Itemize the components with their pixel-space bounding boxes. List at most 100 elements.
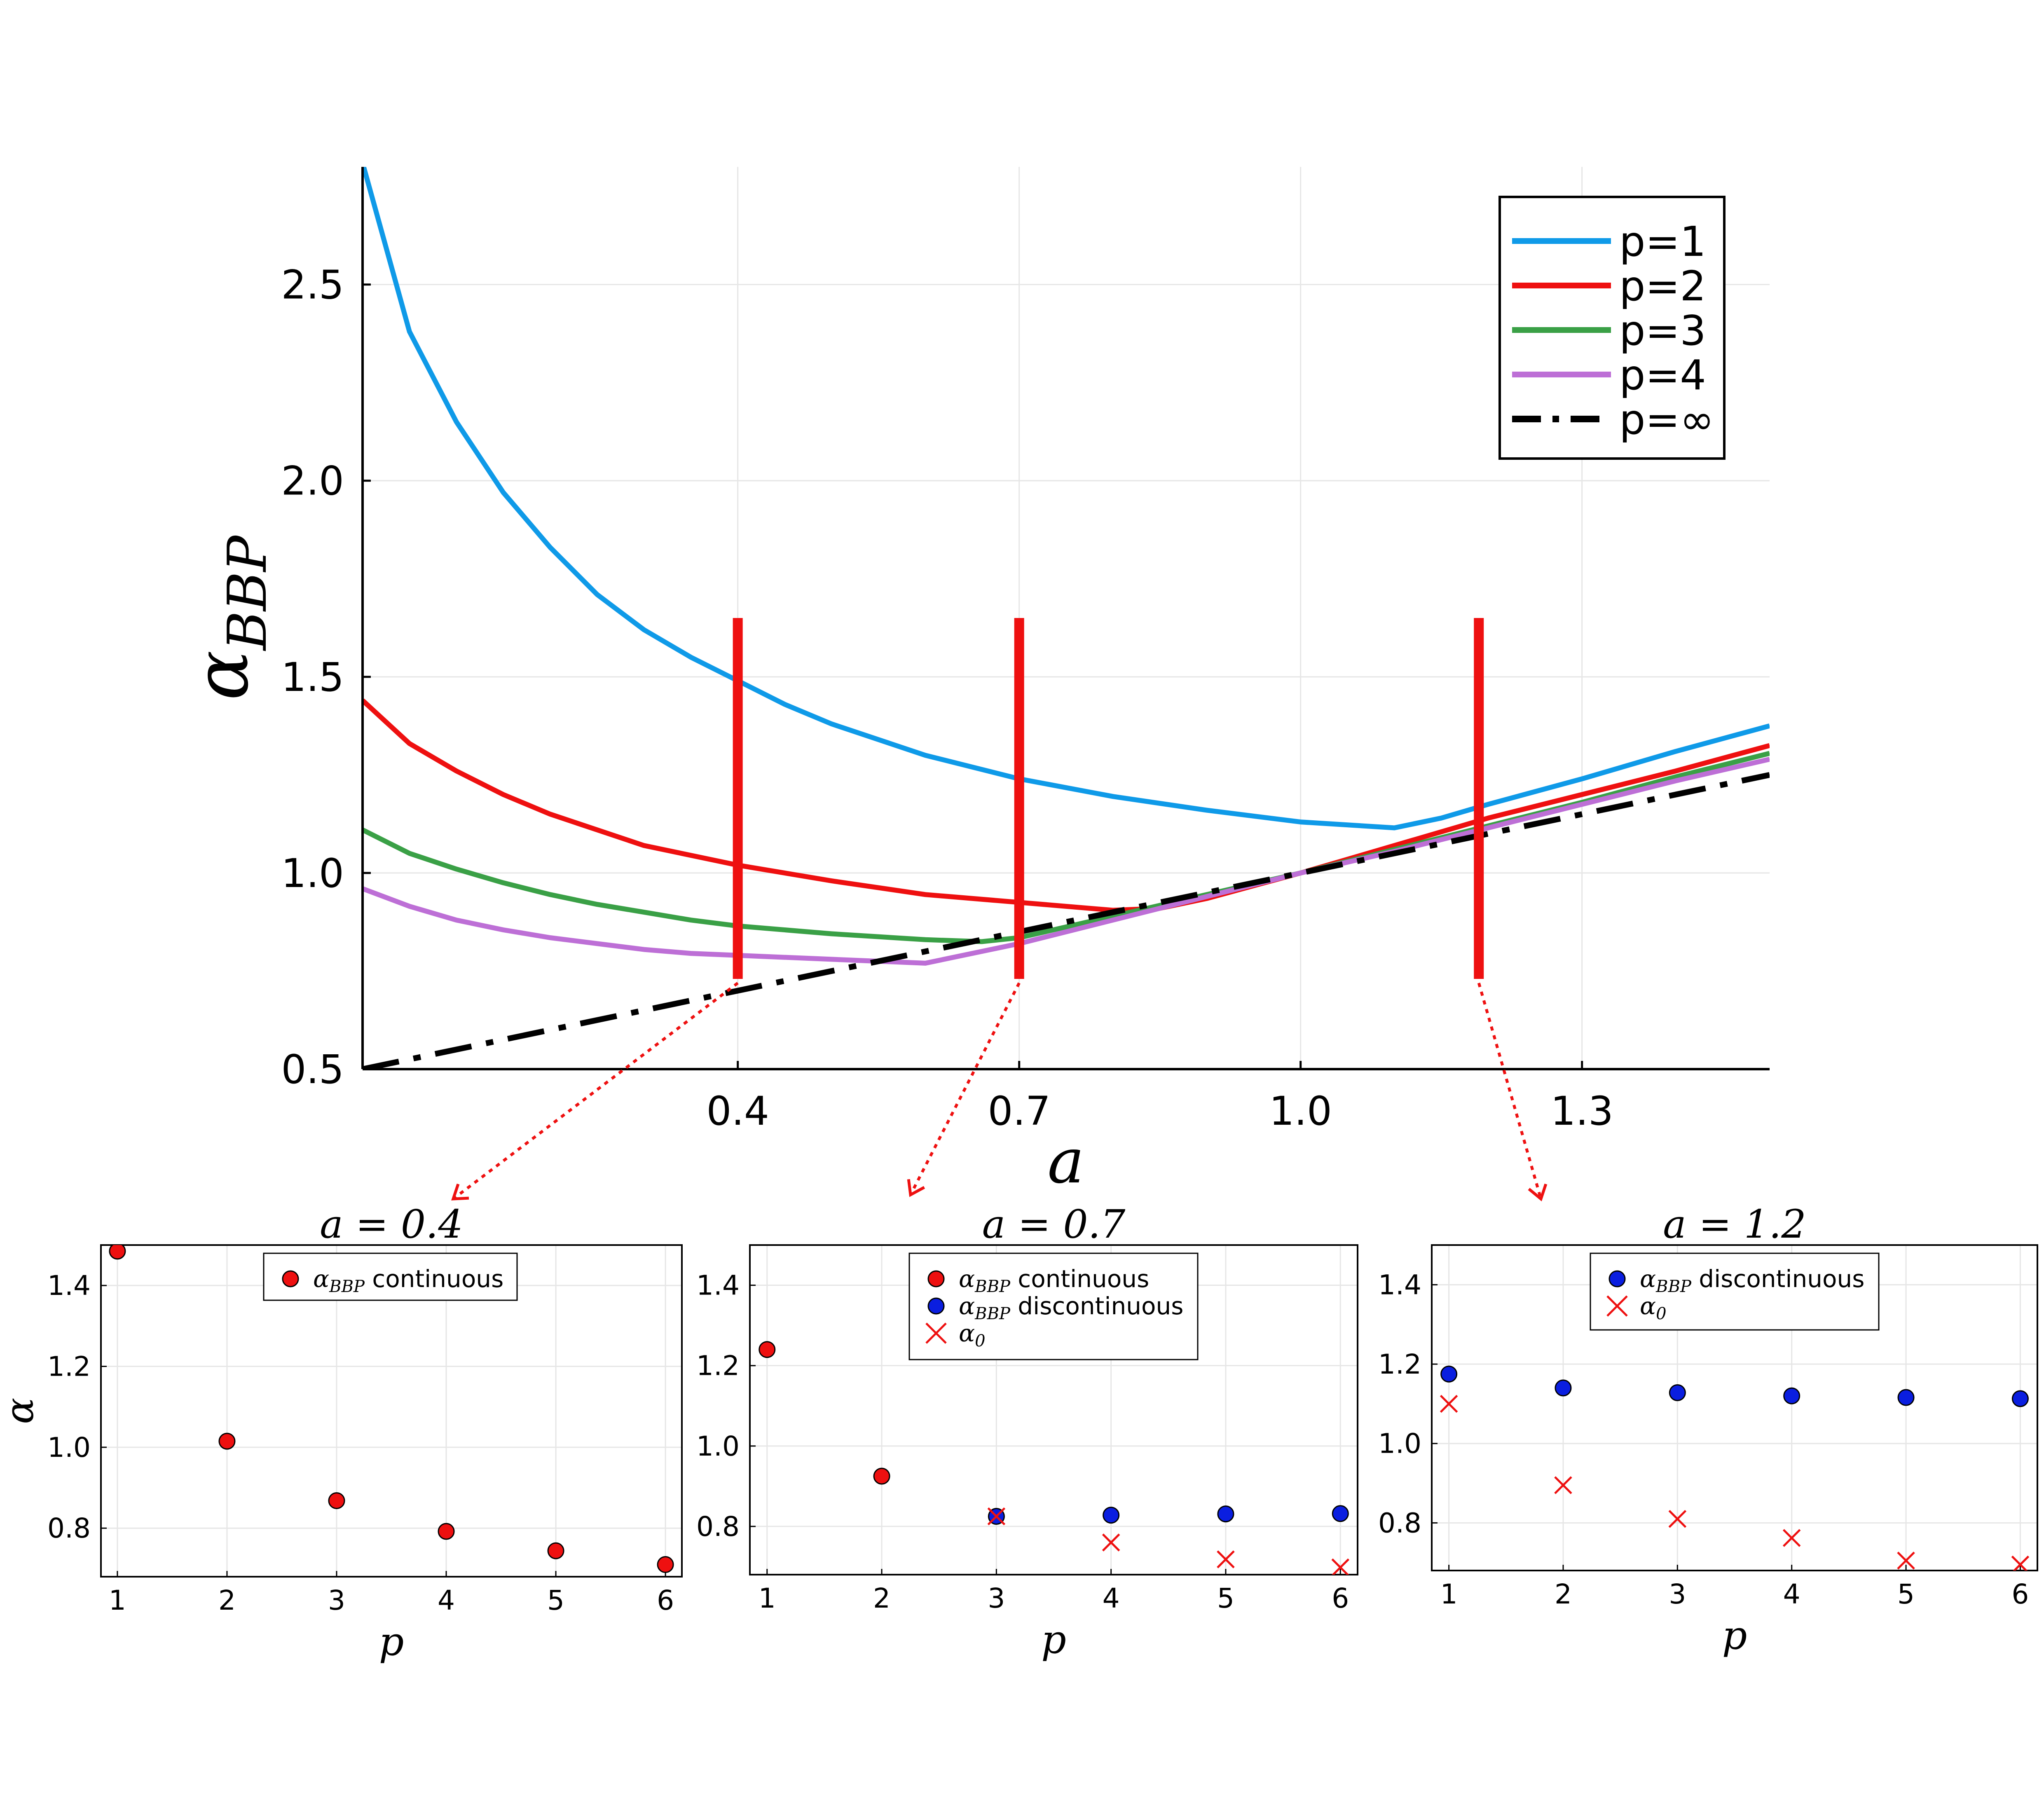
subplot-point: [1103, 1507, 1120, 1524]
main-series-5: [363, 772, 1770, 1069]
main-y-tick-label: 0.5: [281, 1046, 344, 1093]
subplot-y-tick-label: 1.4: [1378, 1269, 1421, 1301]
subplot-point: [1897, 1389, 1915, 1406]
subplot-legend-marker: [1609, 1270, 1626, 1287]
subplot-legend-label: αBBP discontinuous: [959, 1292, 1183, 1323]
main-legend-label-2: p=2: [1619, 262, 1706, 310]
subplot-frame: [100, 1244, 683, 1578]
main-axes: [361, 167, 1770, 1070]
main-x-tick-label: 0.7: [988, 1088, 1051, 1134]
main-series-1: [363, 167, 1770, 831]
subplot-x-tick-label: 1: [109, 1585, 126, 1616]
subplot-legend-marker: [1606, 1295, 1628, 1317]
main-x-tick-label: 1.3: [1550, 1088, 1613, 1134]
subplot-y-axis-label: α: [0, 1397, 42, 1424]
subplot-cross-stroke-b: [1782, 1529, 1801, 1547]
subplot-legend-label: α0: [1640, 1292, 1667, 1323]
subplot-markers: [109, 1245, 674, 1573]
main-legend-label-5: p=∞: [1619, 396, 1714, 444]
subplot-cross: [1897, 1552, 1915, 1570]
subplot-a-0-7: 1 2 3 4 5 6 0.8 1.0 1.2 1.4 a = 0.7 p αBBP continuou…: [696, 1202, 1358, 1662]
subplot-markers: [1440, 1365, 2030, 1571]
main-red-bars: [733, 618, 1484, 979]
subplot-legend-marker: [925, 1322, 947, 1344]
subplot-y-tick-label: 1.4: [47, 1270, 91, 1301]
subplot-cross-stroke-b: [987, 1507, 1006, 1526]
subplot-x-tick-label: 1: [759, 1582, 776, 1614]
subplot-point: [109, 1245, 126, 1260]
subplot-point: [1217, 1505, 1234, 1523]
subplot-frame: [749, 1244, 1358, 1575]
subplot-cross: [987, 1507, 1006, 1526]
subplot-legend-box: [263, 1252, 518, 1301]
main-legend-label-3: p=3: [1619, 307, 1706, 355]
subplot-y-tick-label: 1.4: [696, 1270, 740, 1301]
subplot-point: [2011, 1390, 2029, 1407]
subplot-legend-label: αBBP discontinuous: [1640, 1265, 1864, 1296]
subplot-x-tick-label: 5: [1897, 1578, 1915, 1610]
subplot-x-tick-label: 2: [218, 1585, 236, 1616]
subplot-y-tick-label: 1.2: [47, 1351, 91, 1383]
subplot-y-tick-label: 1.2: [1378, 1348, 1421, 1380]
subplot-x-tick-label: 2: [1555, 1578, 1572, 1610]
subplot-point: [1332, 1505, 1349, 1522]
subplot-x-tick-label: 4: [1103, 1582, 1120, 1614]
subplot-legend-marker-stroke-b: [925, 1322, 947, 1344]
subplot-title: a = 0.4: [320, 1202, 463, 1247]
main-legend-label-1: p=1: [1619, 218, 1706, 266]
subplot-x-tick-label: 3: [1669, 1578, 1686, 1610]
subplot-x-tick-label: 3: [328, 1585, 345, 1616]
subplot-cross: [1102, 1533, 1120, 1552]
subplot-cross-stroke-b: [1440, 1395, 1458, 1413]
subplot-x-tick-label: 4: [438, 1585, 455, 1616]
subplot-point: [1440, 1365, 1458, 1383]
subplot-x-tick-label: 5: [547, 1585, 564, 1616]
main-legend-label-4: p=4: [1619, 351, 1706, 399]
subplot-y-tick-label: 1.0: [47, 1432, 91, 1463]
subplot-point: [547, 1542, 564, 1559]
subplot-a-0-4: 1 2 3 4 5 6 0.8 1.0 1.2 1.4 a = 0.4 p α αBBP continuo…: [0, 1202, 683, 1664]
subplot-x-axis-label: p: [1041, 1617, 1066, 1662]
subplot-x-tick-label: 6: [2011, 1578, 2029, 1610]
subplot-cross-stroke-b: [1554, 1476, 1572, 1494]
subplot-legend-marker: [927, 1297, 945, 1315]
subplot-x-tick-label: 3: [988, 1582, 1005, 1614]
subplot-point: [328, 1492, 345, 1509]
subplot-y-tick-label: 1.0: [1378, 1428, 1421, 1460]
connector-arrowhead-1: [451, 1183, 469, 1201]
main-y-tick-label: 1.5: [281, 654, 344, 700]
subplot-point: [1555, 1379, 1572, 1397]
main-y-tick-label: 2.5: [281, 262, 344, 308]
connector-arrowhead-3: [1528, 1183, 1548, 1201]
subplot-x-tick-label: 5: [1217, 1582, 1234, 1614]
subplot-cross: [1554, 1476, 1572, 1494]
subplot-cross-stroke-b: [2013, 1555, 2030, 1571]
main-x-tick-label: 0.4: [706, 1088, 769, 1134]
subplot-title: a = 0.7: [982, 1202, 1126, 1247]
subplot-point: [759, 1341, 776, 1358]
main-series-2: [363, 698, 1770, 913]
subplot-cross-stroke-b: [1217, 1550, 1235, 1568]
subplot-y-tick-label: 0.8: [1378, 1507, 1421, 1539]
subplot-x-tick-label: 1: [1440, 1578, 1458, 1610]
subplot-legend-label: α0: [959, 1319, 986, 1351]
main-y-tick-label: 1.0: [281, 850, 344, 896]
subplot-legend-label: αBBP continuous: [959, 1265, 1149, 1296]
subplot-point: [218, 1433, 236, 1450]
subplot-cross: [2011, 1555, 2030, 1571]
subplot-a-1-2: 1 2 3 4 5 6 0.8 1.0 1.2 1.4 a = 1.2 p αBBP discontin…: [1378, 1202, 2038, 1658]
subplot-frame: [1431, 1244, 2038, 1571]
subplot-title: a = 1.2: [1663, 1202, 1806, 1247]
subplot-point: [657, 1556, 674, 1573]
subplot-cross: [1331, 1558, 1350, 1575]
main-x-axis-label: a: [1047, 1126, 1084, 1197]
subplot-markers: [759, 1341, 1350, 1575]
main-series-lines: [363, 167, 1770, 1069]
subplot-cross: [1217, 1550, 1235, 1568]
subplot-cross: [1668, 1510, 1687, 1528]
connector-arrows: [451, 982, 1548, 1201]
subplot-x-axis-label: p: [379, 1619, 404, 1664]
subplot-legend-box: [1590, 1252, 1880, 1331]
subplot-legend-label: αBBP continuous: [313, 1265, 503, 1296]
subplot-point: [1669, 1384, 1686, 1401]
